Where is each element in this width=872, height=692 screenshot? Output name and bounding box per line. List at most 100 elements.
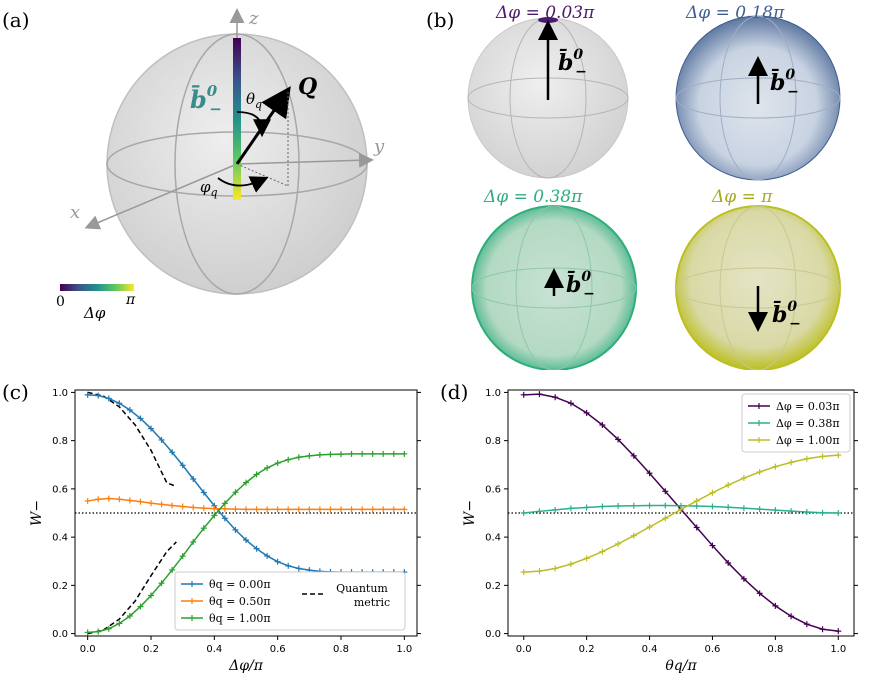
data-point bbox=[295, 506, 302, 513]
data-point bbox=[95, 628, 102, 635]
colorbar bbox=[60, 284, 134, 291]
data-point bbox=[583, 555, 590, 562]
data-point bbox=[253, 471, 260, 478]
data-point bbox=[369, 450, 376, 457]
data-point bbox=[137, 415, 144, 422]
chart-c: 0.0 0.2 0.4 0.6 0.8 1.0 0.0 0.2 0.4 0.6 0.8 1.0 Δφ/π… bbox=[29, 388, 421, 674]
data-point bbox=[359, 450, 366, 457]
panel-label-b: (b) bbox=[426, 8, 455, 32]
data-point bbox=[693, 497, 700, 504]
data-point bbox=[380, 450, 387, 457]
data-point bbox=[520, 510, 527, 516]
data-point bbox=[179, 553, 186, 560]
data-point bbox=[169, 502, 176, 509]
colorbar-max: π bbox=[125, 292, 136, 308]
data-point bbox=[772, 602, 779, 609]
data-point bbox=[646, 523, 653, 530]
data-point bbox=[615, 436, 622, 443]
data-point bbox=[390, 506, 397, 513]
panel-label-d: (d) bbox=[440, 380, 469, 404]
data-point bbox=[221, 515, 228, 522]
data-point bbox=[678, 506, 684, 513]
x-tick-label: 0.2 bbox=[579, 644, 595, 655]
data-point bbox=[190, 538, 197, 545]
data-point bbox=[401, 506, 408, 513]
data-point bbox=[599, 503, 606, 510]
y-axis-label: W− bbox=[462, 500, 478, 526]
data-point bbox=[327, 451, 334, 458]
x-axis-label: θq/π bbox=[665, 658, 697, 674]
y-tick-label: 0.6 bbox=[485, 484, 501, 495]
data-point bbox=[137, 498, 144, 505]
data-point bbox=[740, 575, 747, 582]
data-point bbox=[105, 495, 112, 502]
colorbar-label: Δφ bbox=[83, 304, 106, 322]
data-point bbox=[709, 503, 716, 510]
data-point bbox=[756, 469, 763, 475]
data-point bbox=[158, 501, 165, 508]
data-point bbox=[295, 565, 302, 572]
legend-quantum-metric: Quantum bbox=[336, 582, 388, 595]
legend: Δφ = 0.03π Δφ = 0.38π Δφ = 1.00π bbox=[741, 393, 851, 453]
data-point bbox=[390, 450, 397, 457]
data-point bbox=[630, 532, 637, 539]
data-point bbox=[740, 505, 747, 512]
data-point bbox=[243, 506, 249, 513]
axis-x-label: x bbox=[70, 202, 80, 223]
data-point bbox=[179, 503, 186, 510]
data-point bbox=[211, 505, 218, 512]
data-point bbox=[835, 628, 842, 635]
y-tick-label: 0.8 bbox=[52, 436, 68, 447]
data-point bbox=[116, 620, 123, 627]
data-point bbox=[148, 425, 154, 432]
sphere-deltaphi-0.18: Δφ = 0.18π b̄0− bbox=[675, 3, 841, 181]
x-tick-label: 0.4 bbox=[642, 644, 658, 655]
phi-label: φq bbox=[200, 178, 218, 199]
legend-entry: Δφ = 0.38π bbox=[776, 417, 840, 430]
legend-entry: Δφ = 1.00π bbox=[776, 434, 840, 447]
data-point bbox=[401, 450, 408, 457]
data-point bbox=[316, 451, 323, 458]
data-point bbox=[835, 452, 842, 459]
data-point bbox=[221, 505, 228, 512]
y-tick-label: 1.0 bbox=[52, 388, 68, 399]
x-tick-label: 0.0 bbox=[80, 644, 96, 655]
data-point bbox=[803, 509, 810, 516]
data-point bbox=[552, 394, 559, 401]
data-point bbox=[116, 496, 123, 503]
data-point bbox=[803, 455, 810, 462]
data-point bbox=[552, 565, 559, 572]
b-label-2: b̄0− bbox=[770, 67, 799, 100]
x-tick-label: 0.6 bbox=[705, 644, 721, 655]
data-point bbox=[819, 453, 826, 460]
data-point bbox=[232, 489, 239, 496]
data-point bbox=[253, 545, 260, 552]
data-point bbox=[662, 502, 669, 509]
data-point bbox=[190, 504, 197, 511]
x-tick-label: 0.8 bbox=[767, 644, 783, 655]
x-tick-label: 1.0 bbox=[830, 644, 846, 655]
y-axis-label: W− bbox=[29, 500, 45, 526]
data-point bbox=[348, 506, 355, 513]
data-point bbox=[369, 506, 376, 513]
data-point bbox=[126, 497, 133, 504]
data-point bbox=[630, 452, 637, 459]
data-point bbox=[788, 508, 795, 515]
y-tick-label: 0.4 bbox=[485, 533, 501, 544]
data-point bbox=[285, 506, 292, 513]
data-point bbox=[520, 391, 527, 398]
data-point bbox=[693, 524, 700, 531]
chart-d: 0.0 0.2 0.4 0.6 0.8 1.0 0.0 0.2 0.4 0.6 0.8 1.0 θq/π… bbox=[462, 388, 858, 674]
data-point bbox=[772, 507, 779, 514]
y-tick-label: 0.0 bbox=[52, 629, 68, 640]
data-point bbox=[148, 500, 154, 507]
data-point bbox=[756, 506, 763, 513]
data-point bbox=[116, 400, 123, 407]
data-point bbox=[137, 603, 144, 610]
data-point bbox=[599, 548, 606, 555]
sphere-deltaphi-pi: Δφ = π b̄0− bbox=[675, 187, 841, 370]
data-point bbox=[327, 506, 334, 513]
data-point bbox=[662, 488, 669, 495]
sphere-title-3: Δφ = 0.38π bbox=[483, 187, 583, 207]
data-point bbox=[380, 506, 387, 513]
